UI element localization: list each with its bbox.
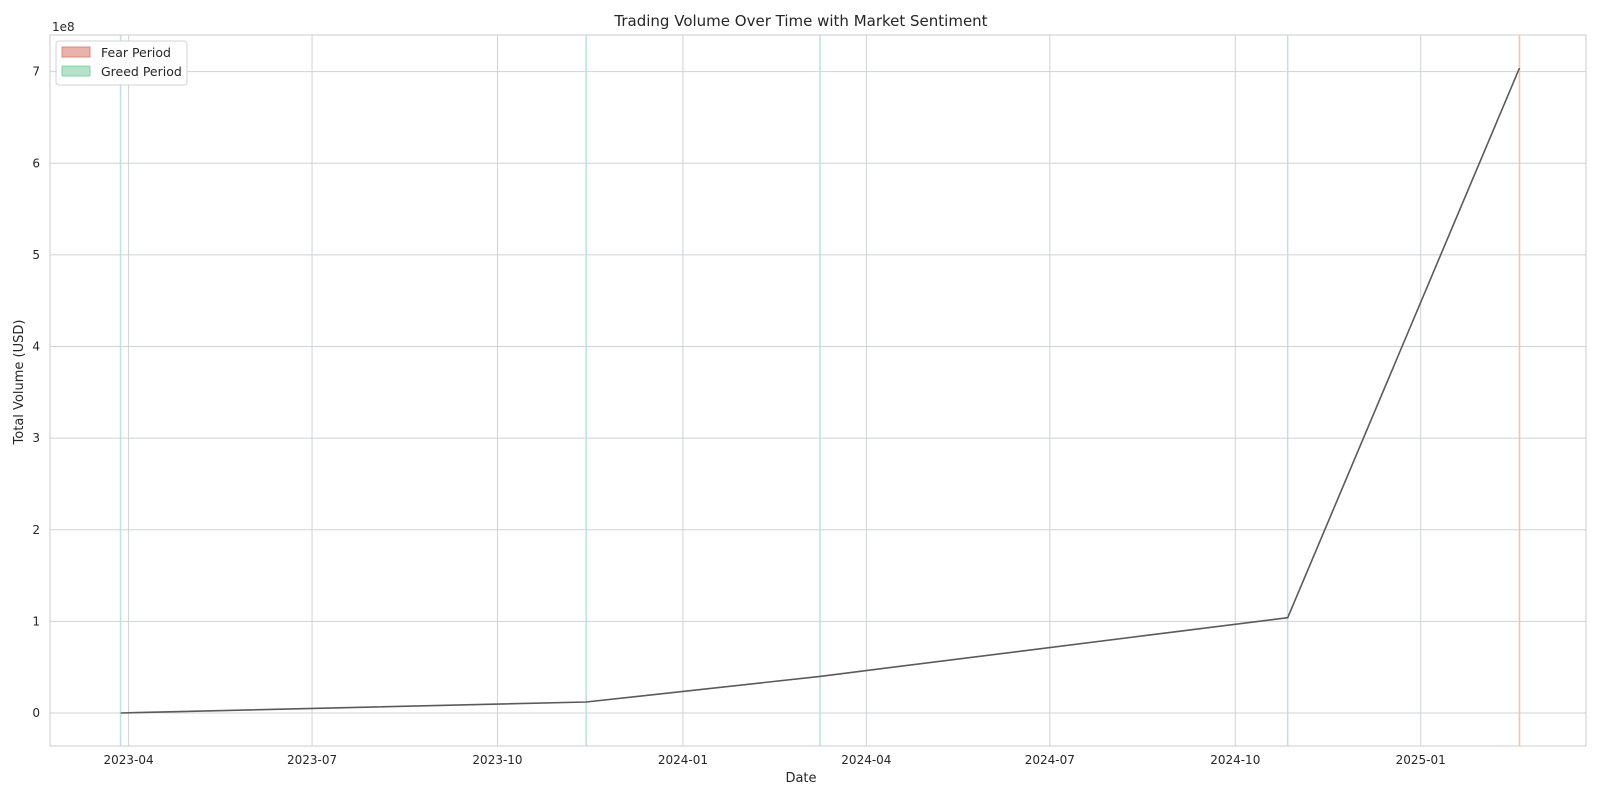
- legend-label: Greed Period: [101, 64, 182, 79]
- x-axis-label: Date: [785, 771, 816, 786]
- volume-series-line: [120, 67, 1521, 714]
- x-tick-label: 2024-01: [658, 753, 708, 767]
- x-tick-label: 2025-01: [1396, 753, 1446, 767]
- y-axis-label: Total Volume (USD): [12, 320, 27, 446]
- legend-label: Fear Period: [101, 45, 171, 60]
- y-tick-label: 0: [32, 706, 40, 720]
- chart-title: Trading Volume Over Time with Market Sen…: [613, 12, 987, 30]
- y-tick-label: 5: [32, 248, 40, 262]
- sentiment-markers: [119, 35, 1521, 746]
- y-tick-label: 3: [32, 431, 40, 445]
- legend: Fear Period Greed Period: [55, 40, 188, 86]
- y-tick-label: 4: [32, 340, 40, 354]
- y-tick-label: 2: [32, 523, 40, 537]
- y-tick-label: 1: [32, 614, 40, 628]
- x-tick-label: 2024-04: [841, 753, 891, 767]
- legend-swatch: [61, 46, 91, 58]
- legend-swatch: [61, 65, 91, 77]
- x-tick-label: 2024-07: [1025, 753, 1075, 767]
- y-tick-label: 6: [32, 156, 40, 170]
- y-tick-label: 7: [32, 65, 40, 79]
- grid: [50, 35, 1586, 746]
- x-tick-label: 2024-10: [1210, 753, 1260, 767]
- y-offset-label: 1e8: [52, 20, 75, 34]
- x-tick-label: 2023-10: [472, 753, 522, 767]
- tick-labels: 0 1 2 3 4 5 6 7 2023-04 2023-07 2023-10 2024-01 2024…: [32, 65, 1445, 767]
- series-layer: [120, 67, 1521, 714]
- x-tick-label: 2023-04: [104, 753, 154, 767]
- x-tick-label: 2023-07: [287, 753, 337, 767]
- plot-frame: [49, 34, 1587, 747]
